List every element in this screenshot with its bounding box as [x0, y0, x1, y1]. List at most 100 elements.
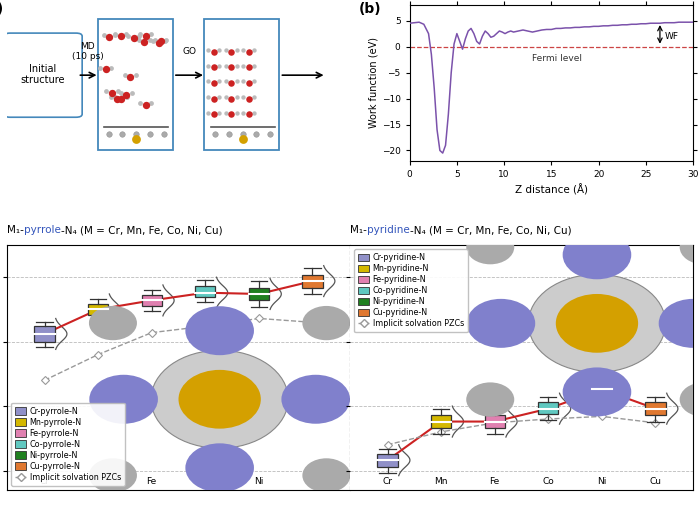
Point [103, 130, 114, 138]
Point [140, 32, 151, 40]
Point [202, 46, 214, 54]
Point [116, 94, 127, 103]
Point [248, 93, 260, 101]
Point [134, 32, 145, 40]
Point [155, 37, 166, 45]
Circle shape [90, 375, 158, 424]
Y-axis label: Work function (eV): Work function (eV) [369, 37, 379, 128]
Point [231, 109, 242, 117]
Point [210, 130, 221, 138]
Circle shape [680, 382, 700, 417]
Circle shape [466, 382, 514, 417]
Point [243, 79, 254, 87]
Bar [248, 287, 269, 300]
Text: (a): (a) [0, 2, 4, 16]
Text: Co: Co [199, 477, 211, 486]
Point [202, 109, 214, 117]
Circle shape [302, 459, 351, 492]
Point [121, 91, 132, 99]
Point [220, 77, 231, 85]
Point [243, 48, 254, 56]
Point [100, 65, 111, 73]
FancyBboxPatch shape [4, 33, 82, 117]
Text: pyrrole: pyrrole [24, 225, 61, 235]
Text: Mn: Mn [92, 477, 105, 486]
Circle shape [556, 294, 638, 352]
Circle shape [89, 306, 137, 340]
Bar [538, 402, 559, 414]
Point [149, 35, 160, 43]
Text: Fermi level: Fermi level [533, 54, 582, 63]
Point [115, 32, 126, 40]
Bar [141, 295, 162, 306]
Point [106, 89, 118, 97]
Circle shape [528, 274, 666, 372]
Text: Fe: Fe [146, 477, 157, 486]
Text: -N₄ (M = Cr, Mn, Fe, Co, Ni, Cu): -N₄ (M = Cr, Mn, Fe, Co, Ni, Cu) [61, 225, 223, 235]
Text: (b): (b) [358, 2, 382, 16]
Text: M₁-: M₁- [7, 225, 24, 235]
Circle shape [186, 443, 254, 492]
Point [237, 130, 248, 138]
FancyBboxPatch shape [204, 19, 279, 150]
Point [109, 30, 120, 38]
Point [265, 130, 276, 138]
Point [139, 38, 150, 46]
Point [159, 37, 170, 45]
Point [101, 87, 112, 95]
Point [128, 33, 139, 41]
Text: pyridine: pyridine [367, 225, 410, 235]
X-axis label: Z distance (Å): Z distance (Å) [514, 184, 588, 196]
Text: Initial
structure: Initial structure [21, 64, 65, 85]
Point [208, 48, 219, 56]
Point [144, 36, 155, 44]
Point [121, 93, 132, 101]
Point [214, 62, 225, 70]
Text: Fe: Fe [489, 477, 500, 486]
Point [220, 46, 231, 54]
Point [243, 110, 254, 118]
Point [158, 130, 169, 138]
Point [237, 135, 248, 143]
Point [237, 46, 248, 54]
Point [120, 30, 132, 38]
Text: Cr: Cr [382, 477, 393, 486]
Text: WF: WF [665, 32, 679, 41]
Point [98, 31, 109, 39]
Circle shape [281, 375, 350, 424]
Point [220, 93, 231, 101]
Point [243, 94, 254, 103]
Bar [34, 326, 55, 342]
Bar [377, 454, 398, 467]
Circle shape [151, 350, 288, 448]
Circle shape [563, 368, 631, 417]
Point [202, 77, 214, 85]
Bar [592, 382, 612, 397]
Text: Cu: Cu [650, 477, 662, 486]
Point [111, 95, 122, 104]
Text: GO: GO [182, 47, 196, 56]
Point [134, 30, 146, 38]
Bar [645, 402, 666, 415]
Point [134, 98, 146, 107]
Point [131, 130, 142, 138]
Point [248, 77, 260, 85]
Point [248, 109, 260, 117]
Circle shape [186, 306, 254, 355]
Text: Cr: Cr [39, 477, 50, 486]
Point [231, 62, 242, 70]
Point [106, 64, 117, 72]
Point [202, 93, 214, 101]
Point [125, 73, 136, 81]
Point [122, 32, 134, 40]
Point [130, 71, 141, 79]
Point [248, 46, 260, 54]
Point [140, 100, 151, 109]
Point [153, 39, 164, 47]
Circle shape [467, 299, 536, 348]
Text: Co: Co [542, 477, 554, 486]
Circle shape [659, 299, 700, 348]
Bar [88, 305, 108, 315]
Bar [195, 286, 216, 296]
Legend: Cr-pyridine-N, Mn-pyridine-N, Fe-pyridine-N, Co-pyridine-N, Ni-pyridine-N, Cu-py: Cr-pyridine-N, Mn-pyridine-N, Fe-pyridin… [354, 249, 468, 332]
